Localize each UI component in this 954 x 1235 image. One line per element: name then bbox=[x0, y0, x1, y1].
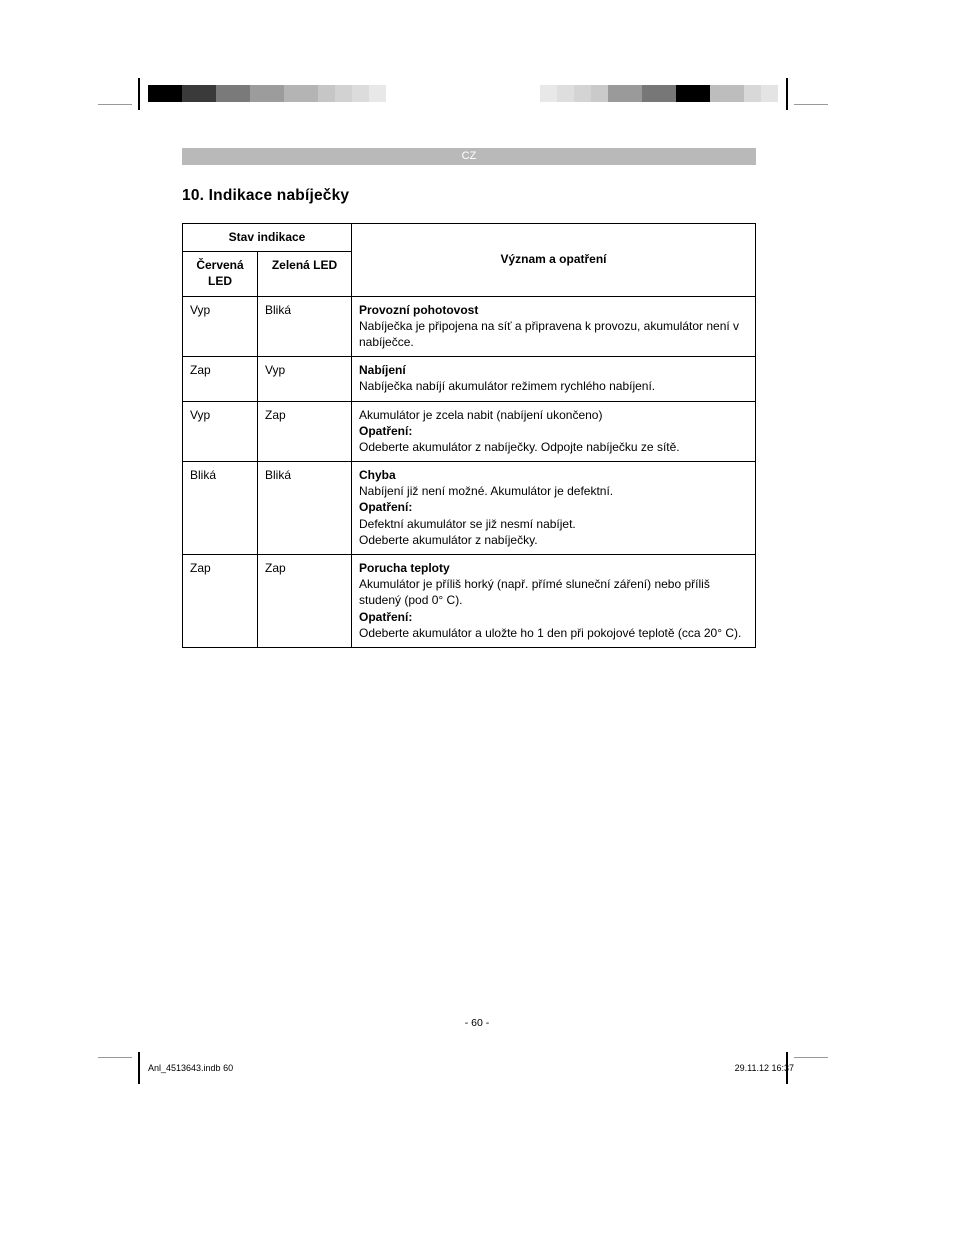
cell-red-led: Zap bbox=[183, 555, 258, 648]
swatch bbox=[148, 85, 182, 102]
meaning-heading: Chyba bbox=[359, 467, 748, 483]
table-row: ZapZapPorucha teplotyAkumulátor je příli… bbox=[183, 555, 756, 648]
th-green: Zelená LED bbox=[258, 252, 352, 296]
page: CZ 10. Indikace nabíječky Stav indikace … bbox=[0, 0, 954, 1235]
swatch bbox=[182, 85, 216, 102]
page-number: - 60 - bbox=[0, 1017, 954, 1029]
cell-green-led: Bliká bbox=[258, 462, 352, 555]
crop-tick bbox=[786, 78, 788, 110]
swatch bbox=[369, 85, 386, 102]
cell-green-led: Vyp bbox=[258, 357, 352, 401]
swatch bbox=[608, 85, 642, 102]
meaning-heading: Provozní pohotovost bbox=[359, 302, 748, 318]
swatch bbox=[352, 85, 369, 102]
cell-red-led: Bliká bbox=[183, 462, 258, 555]
meaning-text: Nabíječka je připojena na síť a připrave… bbox=[359, 318, 748, 350]
table-row: VypBlikáProvozní pohotovostNabíječka je … bbox=[183, 296, 756, 357]
meaning-heading: Opatření: bbox=[359, 499, 748, 515]
table-row: BlikáBlikáChybaNabíjení již není možné. … bbox=[183, 462, 756, 555]
meaning-text: Odeberte akumulátor z nabíječky. Odpojte… bbox=[359, 439, 748, 455]
section-title: 10. Indikace nabíječky bbox=[182, 187, 756, 205]
cell-meaning: ChybaNabíjení již není možné. Akumulátor… bbox=[352, 462, 756, 555]
crop-mark bbox=[794, 1057, 828, 1058]
indicator-table: Stav indikace Význam a opatření Červená … bbox=[182, 223, 756, 648]
language-bar: CZ bbox=[182, 148, 756, 165]
cell-red-led: Vyp bbox=[183, 296, 258, 357]
swatch-strip-left bbox=[148, 85, 386, 102]
cell-green-led: Zap bbox=[258, 555, 352, 648]
meaning-text: Nabíjení již není možné. Akumulátor je d… bbox=[359, 483, 748, 499]
cell-green-led: Bliká bbox=[258, 296, 352, 357]
meaning-heading: Porucha teploty bbox=[359, 560, 748, 576]
swatch bbox=[710, 85, 744, 102]
swatch bbox=[318, 85, 335, 102]
meaning-heading: Opatření: bbox=[359, 609, 748, 625]
swatch bbox=[574, 85, 591, 102]
footer-date: 29.11.12 16:37 bbox=[735, 1063, 794, 1073]
meaning-heading: Opatření: bbox=[359, 423, 748, 439]
meaning-text: Odeberte akumulátor a uložte ho 1 den př… bbox=[359, 625, 748, 641]
footer-file: Anl_4513643.indb 60 bbox=[148, 1063, 233, 1073]
content-area: CZ 10. Indikace nabíječky Stav indikace … bbox=[182, 148, 756, 648]
meaning-text: Akumulátor je příliš horký (např. přímé … bbox=[359, 576, 748, 608]
cell-meaning: Porucha teplotyAkumulátor je příliš hork… bbox=[352, 555, 756, 648]
meaning-text: Nabíječka nabíjí akumulátor režimem rych… bbox=[359, 378, 748, 394]
crop-tick bbox=[138, 1052, 140, 1084]
crop-mark bbox=[794, 104, 828, 105]
crop-mark bbox=[98, 104, 132, 105]
swatch bbox=[744, 85, 761, 102]
swatch bbox=[540, 85, 557, 102]
swatch bbox=[761, 85, 778, 102]
cell-meaning: Akumulátor je zcela nabit (nabíjení ukon… bbox=[352, 401, 756, 462]
swatch bbox=[250, 85, 284, 102]
meaning-text: Odeberte akumulátor z nabíječky. bbox=[359, 532, 748, 548]
cell-red-led: Zap bbox=[183, 357, 258, 401]
meaning-heading: Nabíjení bbox=[359, 362, 748, 378]
crop-mark bbox=[98, 1057, 132, 1058]
meaning-text: Akumulátor je zcela nabit (nabíjení ukon… bbox=[359, 407, 748, 423]
th-red: Červená LED bbox=[183, 252, 258, 296]
th-meaning: Význam a opatření bbox=[352, 224, 756, 297]
cell-meaning: NabíjeníNabíječka nabíjí akumulátor reži… bbox=[352, 357, 756, 401]
swatch bbox=[284, 85, 318, 102]
table-row: ZapVypNabíjeníNabíječka nabíjí akumuláto… bbox=[183, 357, 756, 401]
swatch bbox=[557, 85, 574, 102]
cell-red-led: Vyp bbox=[183, 401, 258, 462]
cell-meaning: Provozní pohotovostNabíječka je připojen… bbox=[352, 296, 756, 357]
th-status: Stav indikace bbox=[183, 224, 352, 252]
swatch-strip-right bbox=[540, 85, 778, 102]
meaning-text: Defektní akumulátor se již nesmí nabíjet… bbox=[359, 516, 748, 532]
swatch bbox=[216, 85, 250, 102]
swatch bbox=[676, 85, 710, 102]
cell-green-led: Zap bbox=[258, 401, 352, 462]
table-row: VypZap Akumulátor je zcela nabit (nabíjen… bbox=[183, 401, 756, 462]
swatch bbox=[642, 85, 676, 102]
crop-tick bbox=[138, 78, 140, 110]
swatch bbox=[591, 85, 608, 102]
swatch bbox=[335, 85, 352, 102]
